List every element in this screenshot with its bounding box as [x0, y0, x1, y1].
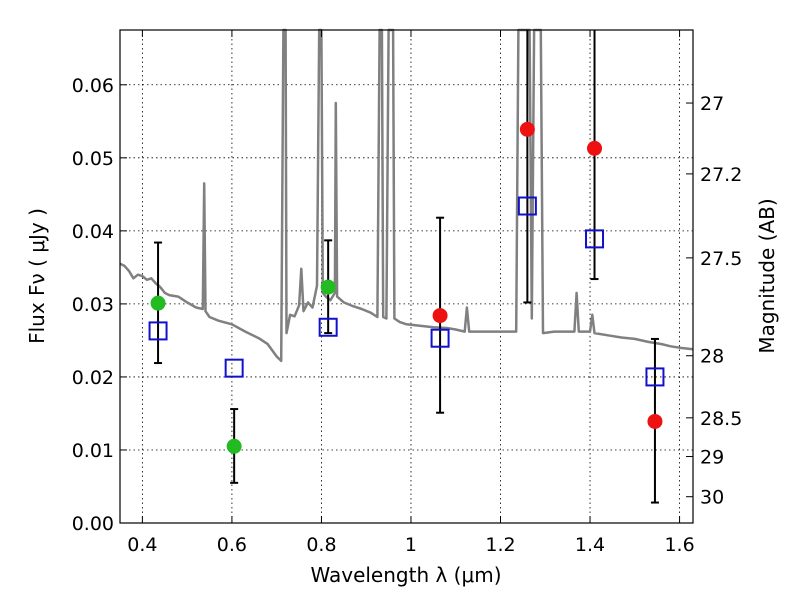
red-flux-point [587, 140, 603, 156]
model-box-marker [148, 321, 168, 341]
x-tick-label: 1 [405, 534, 417, 556]
tick-labels: 0.4 0.6 0.8 1 1.2 1.4 1.6 0.00 0.01 0.02 0.03 0.04 0… [72, 75, 743, 556]
marker-layer [148, 121, 665, 454]
x-tick-label: 0.4 [127, 534, 157, 556]
y-tick-label: 0.06 [72, 75, 114, 97]
plot-background [120, 30, 693, 523]
model-box-marker [585, 229, 605, 249]
red-flux-point [647, 413, 663, 429]
y2-tick-label: 28.5 [700, 408, 742, 430]
y2-tick-label: 27 [700, 93, 724, 115]
green-flux-point [226, 438, 242, 454]
x-tick-label: 1.4 [575, 534, 605, 556]
x-tick-label: 1.2 [485, 534, 515, 556]
model-box-marker [517, 196, 537, 216]
plot-frame [119, 29, 694, 524]
y-tick-label: 0.04 [72, 221, 114, 243]
y-tick-label: 0.03 [72, 294, 114, 316]
y2-tick-label: 28 [700, 346, 724, 368]
y-tick-label: 0.05 [72, 148, 114, 170]
y2-tick-label: 29 [700, 447, 724, 469]
y-tick-label: 0.00 [72, 513, 114, 535]
red-flux-point [519, 121, 535, 137]
x-tick-label: 0.8 [306, 534, 336, 556]
model-box-marker [318, 317, 338, 337]
y2-axis-label: Magnitude (AB) [755, 198, 779, 353]
y-tick-label: 0.01 [72, 440, 114, 462]
spectrum-layer [119, 28, 694, 363]
y-tick-label: 0.02 [72, 367, 114, 389]
ticks [120, 30, 693, 524]
model-box-marker [430, 328, 450, 348]
green-flux-point [150, 295, 166, 311]
red-flux-point [432, 308, 448, 324]
x-tick-label: 0.6 [217, 534, 247, 556]
y-axis-label: Flux Fν ( μJy ) [25, 208, 49, 344]
model-box-marker [224, 358, 244, 378]
x-tick-label: 1.6 [664, 534, 694, 556]
x-axis-label: Wavelength λ (μm) [310, 563, 501, 587]
y2-tick-label: 30 [700, 487, 724, 509]
model-box-marker [645, 367, 665, 387]
y2-tick-label: 27.5 [700, 248, 742, 270]
green-flux-point [320, 279, 336, 295]
spectrum-line [119, 28, 694, 363]
y2-tick-label: 27.2 [700, 164, 742, 186]
